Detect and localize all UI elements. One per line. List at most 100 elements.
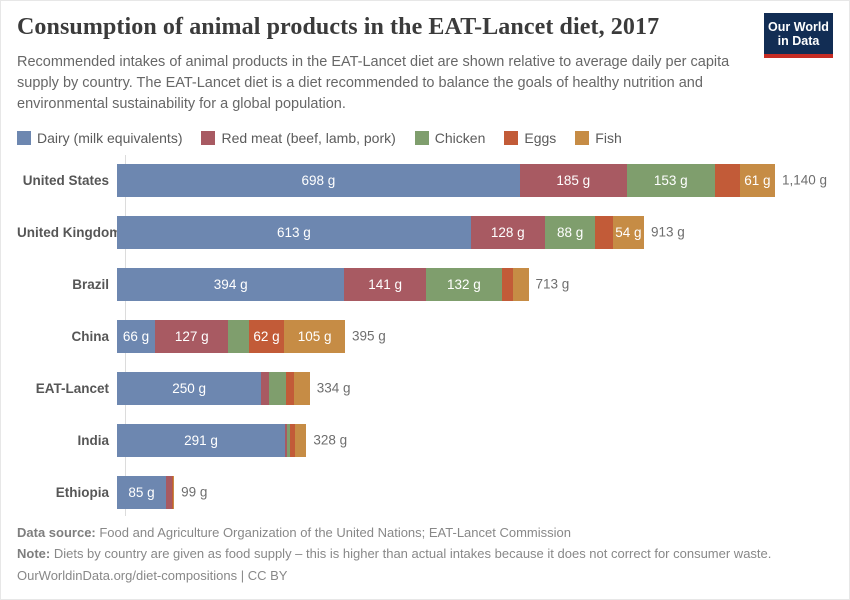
bar-segment-chicken[interactable] [287, 423, 290, 457]
footer-source-line: Data source: Food and Agriculture Organi… [17, 522, 833, 544]
bar-segment-eggs[interactable] [595, 215, 613, 249]
footer-credit-line: OurWorldinData.org/diet-compositions | C… [17, 568, 288, 584]
legend-item-eggs[interactable]: Eggs [504, 130, 556, 146]
footer-note-label: Note: [17, 546, 51, 562]
segment-value-label: 132 g [446, 276, 481, 292]
legend-label: Dairy (milk equivalents) [37, 129, 183, 146]
bar-track: 698 g 185 g 153 g 61 g 1,140 g [117, 163, 827, 197]
bar-segment-red[interactable]: 127 g [155, 319, 229, 353]
stacked-bar: 250 g [117, 371, 310, 405]
bar-segment-red[interactable] [261, 371, 270, 405]
bar-track: 613 g 128 g 88 g 54 g 913 g [117, 215, 775, 249]
country-label: China [71, 328, 109, 344]
bar-segment-fish[interactable]: 105 g [284, 319, 345, 353]
segment-value-label: 185 g [556, 172, 591, 188]
legend-label: Chicken [434, 129, 486, 146]
legend-item-red[interactable]: Red meat (beef, lamb, pork) [201, 130, 396, 146]
bar-track: 394 g 141 g 132 g 713 g [117, 267, 775, 301]
segment-value-label: 61 g [744, 172, 771, 188]
bar-total-label: 328 g [313, 432, 348, 448]
bar-segment-eggs[interactable] [286, 371, 294, 405]
legend-swatch [201, 130, 216, 145]
segment-value-label: 85 g [128, 484, 155, 500]
country-label: United Kingdom [17, 224, 122, 240]
legend-label: Fish [595, 129, 622, 146]
bar-track: 250 g 334 g [117, 371, 775, 405]
country-label: United States [22, 172, 109, 188]
bar-row: Brazil 394 g 141 g 132 g 713 g [17, 267, 833, 301]
bar-segment-red[interactable] [284, 423, 288, 457]
bar-segment-eggs[interactable] [714, 163, 740, 197]
bar-segment-dairy[interactable]: 698 g [117, 163, 520, 197]
bar-segment-fish[interactable] [512, 267, 529, 301]
legend-swatch [575, 130, 590, 145]
bar-segment-eggs[interactable] [501, 267, 513, 301]
bar-row: India 291 g 328 g [17, 423, 833, 457]
bar-segment-chicken[interactable]: 88 g [544, 215, 596, 249]
legend-item-chicken[interactable]: Chicken [414, 129, 486, 146]
legend-swatch [17, 130, 31, 145]
bar-segment-fish[interactable] [293, 371, 310, 405]
segment-value-label: 613 g [277, 224, 311, 240]
country-label: India [77, 432, 109, 448]
bar-segment-fish[interactable]: 54 g [612, 215, 644, 249]
bar-segment-chicken[interactable] [269, 371, 287, 405]
segment-value-label: 128 g [490, 224, 525, 240]
segment-value-label: 698 g [301, 172, 336, 188]
bar-segment-dairy[interactable]: 291 g [117, 423, 285, 457]
bar-segment-dairy[interactable]: 613 g [117, 215, 471, 249]
footer-source-text: Food and Agriculture Organization of the… [95, 524, 571, 540]
segment-value-label: 141 g [368, 276, 402, 292]
bar-track: 291 g 328 g [117, 423, 775, 457]
stacked-bar: 85 g [117, 475, 175, 509]
country-label: Brazil [72, 276, 109, 292]
legend-item-fish[interactable]: Fish [575, 129, 622, 146]
stacked-bar: 698 g 185 g 153 g 61 g [117, 163, 775, 197]
bar-segment-eggs[interactable] [289, 423, 295, 457]
bar-segment-fish[interactable] [294, 423, 307, 457]
legend-swatch [504, 130, 519, 145]
chart-subtitle: Recommended intakes of animal products i… [17, 53, 730, 112]
bar-segment-fish[interactable]: 61 g [739, 163, 775, 197]
stacked-bar: 394 g 141 g 132 g [117, 267, 529, 301]
country-label: EAT-Lancet [35, 380, 109, 396]
bar-total-label: 1,140 g [782, 172, 828, 188]
country-label: Ethiopia [55, 484, 109, 500]
header-text: Consumption of animal products in the EA… [17, 14, 757, 115]
bar-segment-chicken[interactable]: 153 g [626, 163, 715, 197]
segment-value-label: 105 g [297, 328, 332, 344]
segment-value-label: 66 g [122, 328, 150, 344]
chart-title: Consumption of animal products in the EA… [17, 14, 660, 40]
segment-value-label: 153 g [653, 172, 688, 188]
bar-segment-fish[interactable] [172, 475, 175, 509]
bar-segment-eggs[interactable]: 62 g [248, 319, 285, 353]
bar-segment-eggs[interactable] [172, 475, 173, 509]
bar-segment-red[interactable]: 141 g [344, 267, 426, 301]
bar-segment-dairy[interactable]: 250 g [117, 371, 262, 405]
bar-total-label: 99 g [181, 484, 208, 500]
legend-swatch [414, 130, 429, 145]
bar-total-label: 334 g [316, 380, 351, 396]
bar-segment-dairy[interactable]: 85 g [117, 475, 167, 509]
bar-row: China 66 g 127 g 62 g 105 g 395 g [17, 319, 833, 353]
bar-segment-chicken[interactable] [228, 319, 249, 353]
bar-segment-red[interactable]: 128 g [470, 215, 545, 249]
footer-note-line: Note: Diets by country are given as food… [17, 543, 833, 565]
segment-value-label: 62 g [253, 328, 280, 344]
bar-row: EAT-Lancet 250 g 334 g [17, 371, 833, 405]
bar-segment-chicken[interactable] [171, 475, 173, 509]
bar-segment-red[interactable]: 185 g [519, 163, 627, 197]
bar-segment-red[interactable] [166, 475, 172, 509]
bar-segment-dairy[interactable]: 394 g [117, 267, 345, 301]
owid-logo[interactable]: Our World in Data [764, 13, 833, 58]
bar-segment-dairy[interactable]: 66 g [117, 319, 156, 353]
segment-value-label: 127 g [174, 328, 209, 344]
bar-total-label: 713 g [535, 276, 570, 292]
footer: Data source: Food and Agriculture Organi… [17, 522, 833, 587]
bar-segment-chicken[interactable]: 132 g [425, 267, 502, 301]
legend-item-dairy[interactable]: Dairy (milk equivalents) [17, 130, 182, 146]
segment-value-label: 291 g [184, 432, 218, 448]
owid-logo-line2: in Data [777, 34, 820, 49]
stacked-bar: 66 g 127 g 62 g 105 g [117, 319, 345, 353]
